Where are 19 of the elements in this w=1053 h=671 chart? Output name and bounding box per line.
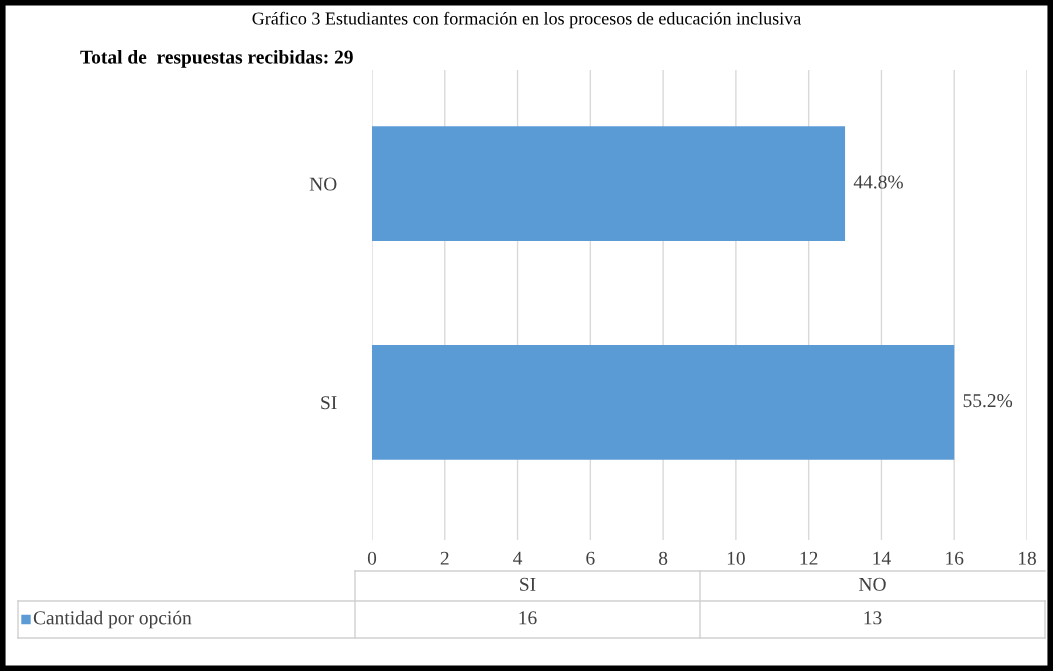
text: 13 (864, 611, 882, 625)
x-tick-label: 6 (586, 551, 595, 565)
legend-label: Cantidad por opción (33, 610, 192, 629)
x-tick-label: 8 (658, 551, 668, 565)
chart-title: Gráfico 3 Estudiantes con formación en los procesos de educación inclusiva (252, 11, 801, 29)
text: 16 (519, 611, 537, 625)
x-tick-label: 16 (946, 551, 964, 565)
category-label: NO (859, 577, 886, 591)
x-tick-label: 0 (367, 551, 377, 565)
x-tick-label: 10 (727, 551, 745, 565)
text: Total de respuestas recibidas: 29 (80, 50, 353, 68)
text: 44.8% (853, 175, 903, 189)
x-tick-label: 18 (1018, 551, 1036, 565)
x-tick-label: 14 (873, 551, 891, 565)
text: 55.2% (963, 394, 1013, 408)
x-tick-label: 12 (800, 551, 818, 565)
x-tick-label: 4 (513, 551, 523, 565)
x-tick-label: 2 (440, 551, 449, 565)
category-label: SI (520, 577, 536, 591)
